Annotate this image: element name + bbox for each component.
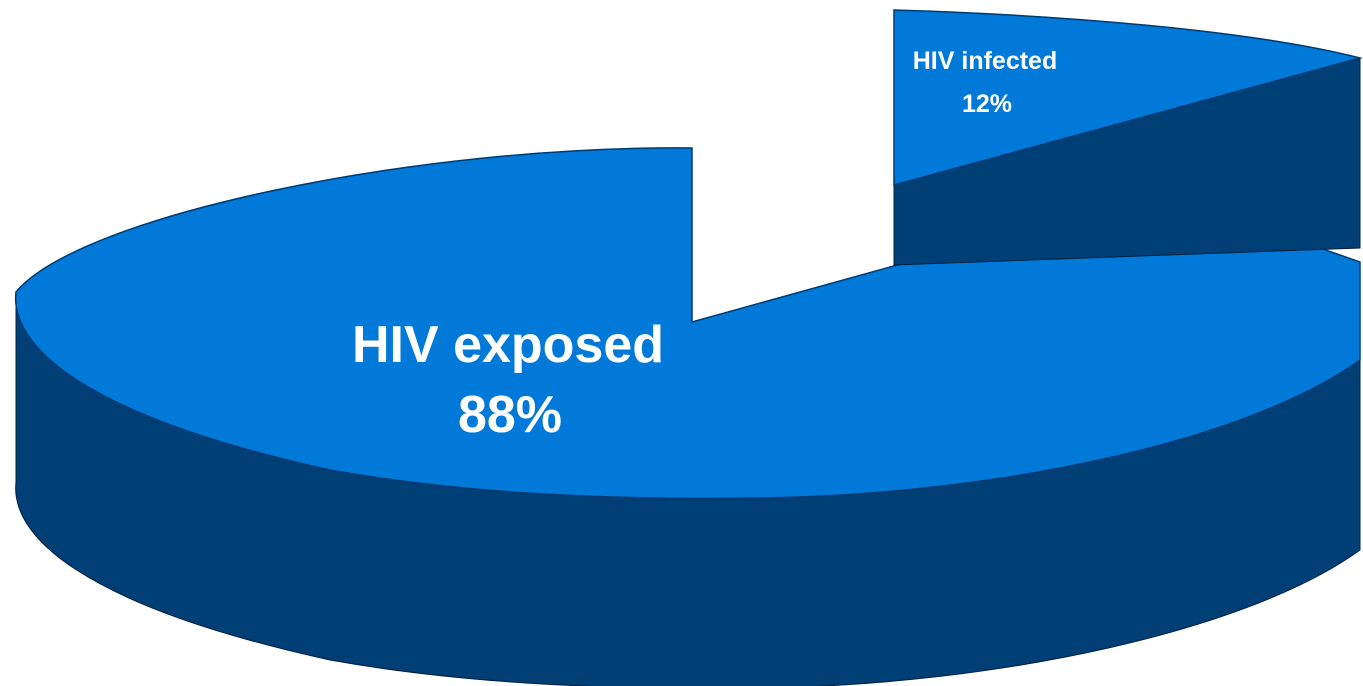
slice-label-hiv-infected: HIV infected <box>913 47 1057 75</box>
slice-value-hiv-infected: 12% <box>962 90 1012 118</box>
slice-label-hiv-exposed: HIV exposed <box>352 316 664 374</box>
pie-slice-hiv-infected <box>893 9 1363 266</box>
pie-top-hiv-infected <box>893 9 1363 186</box>
slice-value-hiv-exposed: 88% <box>458 386 562 444</box>
